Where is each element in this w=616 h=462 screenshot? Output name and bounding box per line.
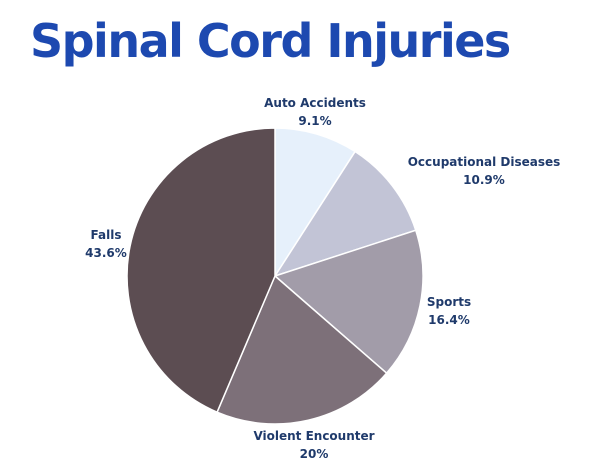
pie-slice-occupational-diseases	[273, 150, 417, 278]
slice-value-label: 16.4%	[428, 313, 470, 327]
slice-label: Sports	[427, 295, 471, 309]
pie-slice-falls	[126, 127, 276, 414]
pie-slice-sports	[273, 229, 424, 375]
slice-label: Occupational Diseases	[408, 155, 561, 169]
slice-value-label: 9.1%	[298, 114, 331, 128]
slice-value-label: 43.6%	[85, 246, 127, 260]
slice-label: Auto Accidents	[264, 96, 366, 110]
slice-label: Violent Encounter	[253, 429, 374, 443]
slice-value-label: 20%	[300, 447, 329, 461]
slice-label: Falls	[91, 228, 122, 242]
slice-value-label: 10.9%	[463, 173, 505, 187]
chart-title: Spinal Cord Injuries	[30, 14, 511, 68]
pie-slice-auto-accidents	[274, 127, 357, 279]
